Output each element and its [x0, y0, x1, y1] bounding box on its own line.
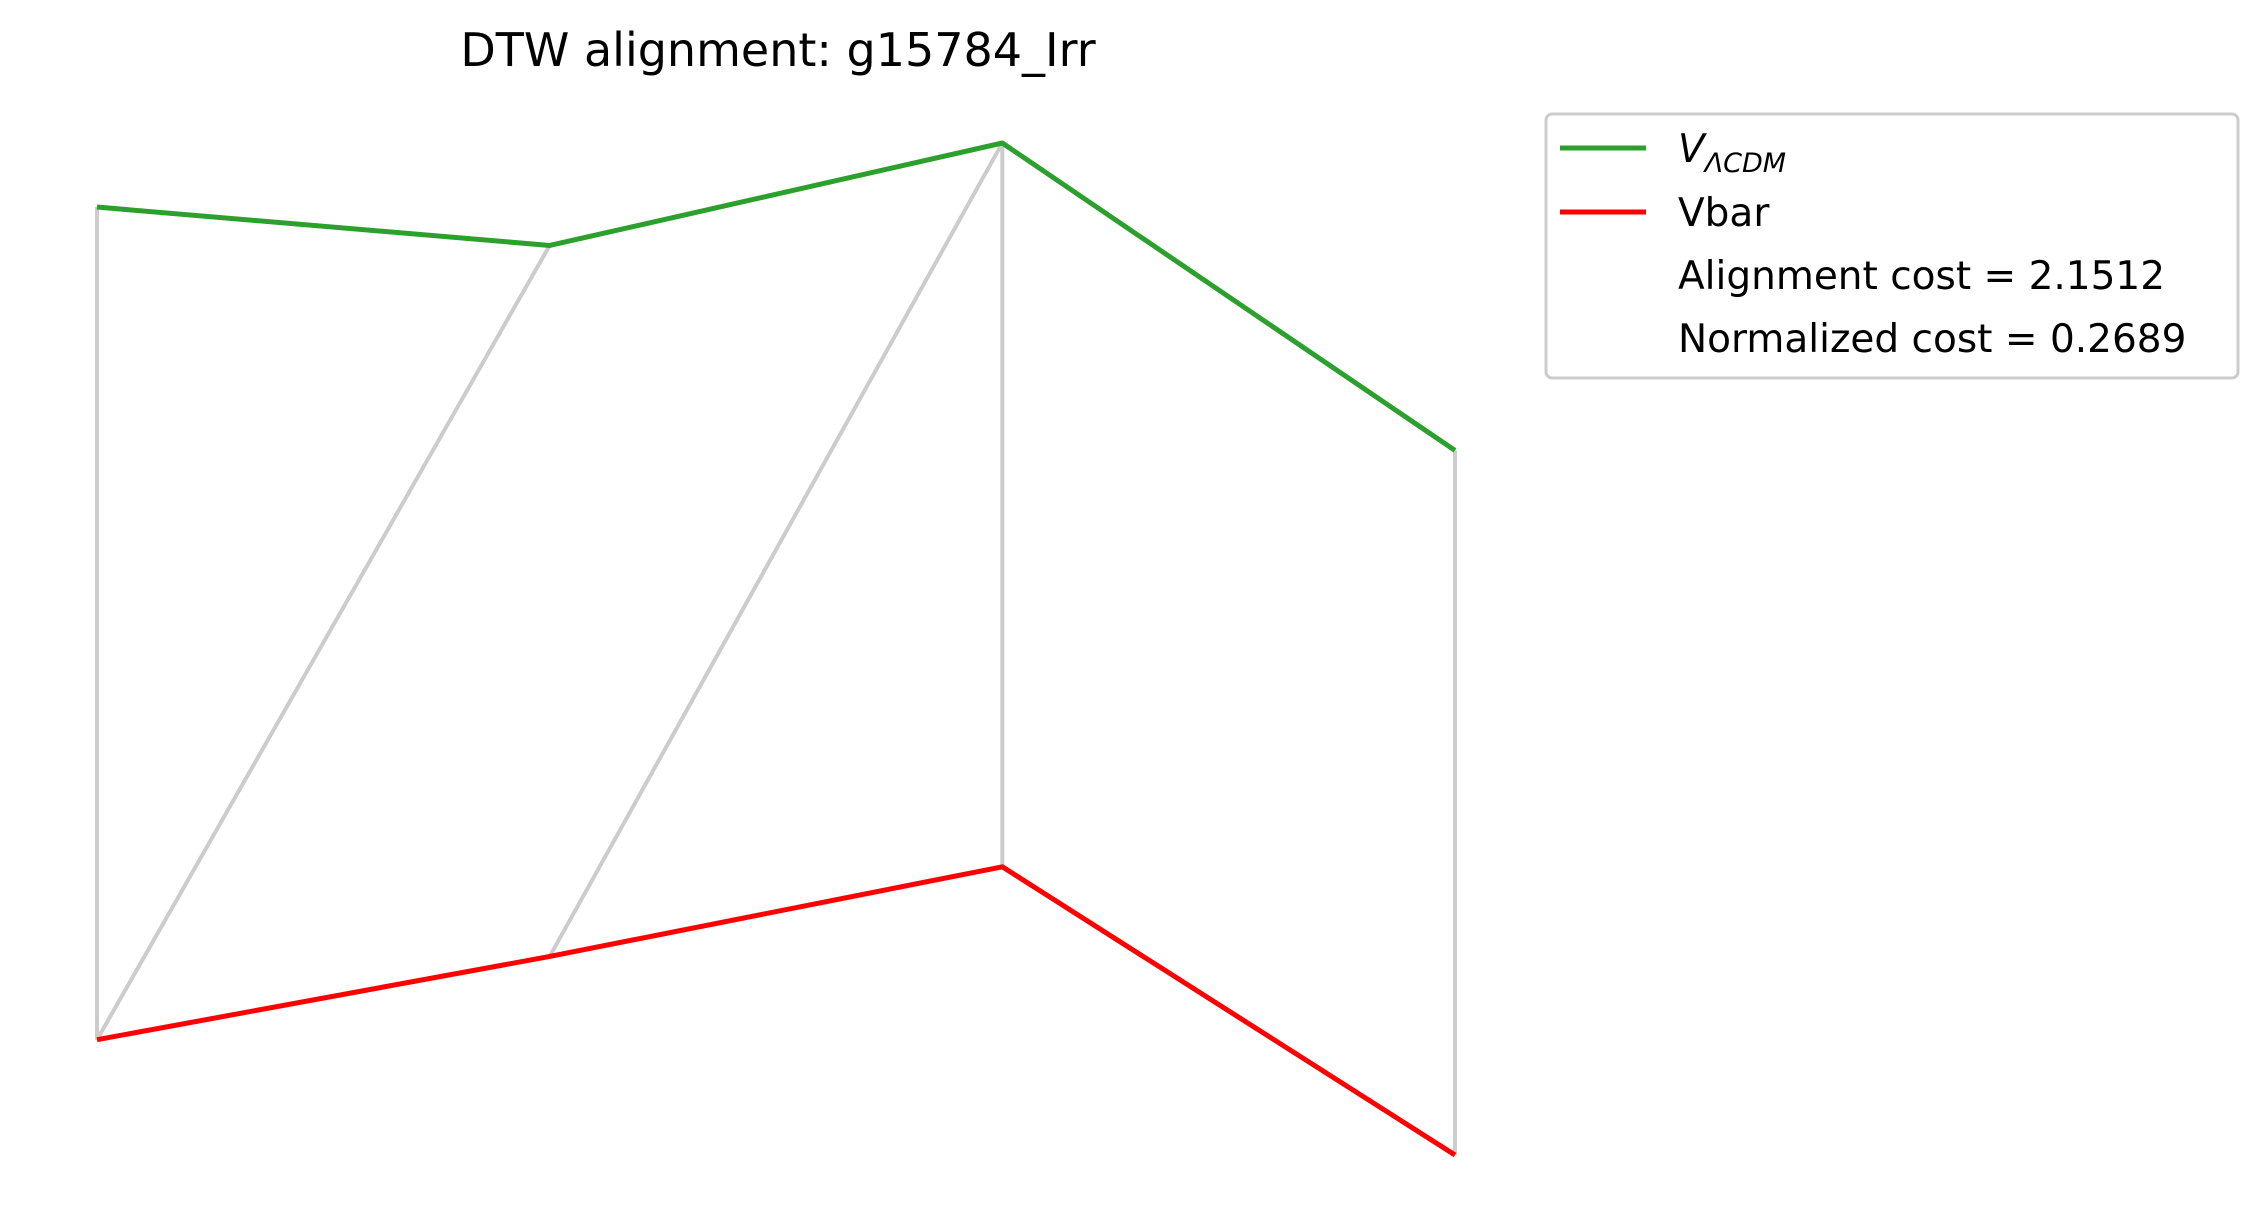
series-line-lcdm	[96, 140, 1457, 453]
legend-label-lcdm-main: V	[1678, 127, 1707, 172]
legend-normalized-cost: Normalized cost = 0.2689	[1678, 317, 2186, 362]
chart-title: DTW alignment: g15784_Irr	[460, 23, 1095, 77]
plot-area	[95, 140, 1457, 1158]
legend-alignment-cost: Alignment cost = 2.1512	[1678, 254, 2165, 299]
legend: VΛCDM Vbar Alignment cost = 2.1512 Norma…	[1544, 112, 2240, 380]
alignment-connector-1	[95, 244, 552, 1041]
legend-label-lcdm: VΛCDM	[1678, 127, 1786, 179]
alignment-connector-2	[547, 142, 1005, 958]
legend-label-vbar: Vbar	[1678, 191, 1770, 236]
legend-label-lcdm-sub: ΛCDM	[1703, 148, 1786, 179]
legend-frame	[1544, 112, 2240, 380]
series-line-vbar	[96, 864, 1457, 1158]
